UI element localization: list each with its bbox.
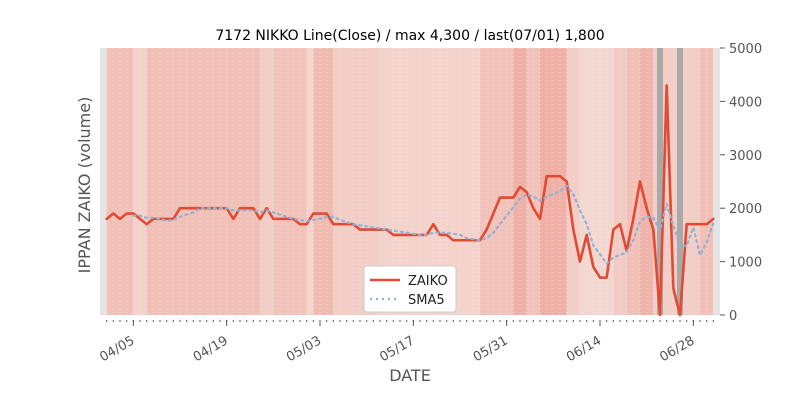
background-band <box>480 48 514 315</box>
background-band <box>133 48 147 315</box>
legend: ZAIKO SMA5 <box>363 265 457 313</box>
x-tick-label: 05/03 <box>284 333 324 365</box>
marked-date-bar <box>677 48 683 315</box>
background-band <box>273 48 307 315</box>
background-band <box>146 48 260 315</box>
marked-date-bar <box>657 48 663 315</box>
background-band <box>100 48 107 315</box>
x-axis: 04/05 04/19 05/03 05/17 05/31 06/14 06/28 <box>97 320 714 365</box>
x-axis-label: DATE <box>389 366 431 385</box>
background-band <box>540 48 567 315</box>
background-band <box>626 48 640 315</box>
x-tick-label: 05/17 <box>377 333 417 365</box>
background-bands <box>100 48 720 315</box>
x-tick-label: 05/31 <box>471 333 511 365</box>
y-tick-label: 3000 <box>729 149 762 164</box>
y-axis-label: IPPAN ZAIKO (volume) <box>75 97 94 274</box>
background-band <box>106 48 134 315</box>
marked-date-lines <box>657 48 683 315</box>
x-tick-label: 04/19 <box>191 333 231 365</box>
y-tick-label: 0 <box>729 309 737 324</box>
y-tick-label: 4000 <box>729 95 762 110</box>
legend-label-zaiko: ZAIKO <box>408 274 448 289</box>
y-tick-label: 2000 <box>729 202 762 217</box>
background-band <box>713 48 720 315</box>
x-tick-label: 06/14 <box>564 333 604 365</box>
background-band <box>640 48 654 315</box>
y-axis: 0 1000 2000 3000 4000 5000 <box>720 42 762 324</box>
background-band <box>613 48 627 315</box>
x-tick-label: 06/28 <box>657 333 697 365</box>
x-tick-label: 04/05 <box>97 333 137 365</box>
background-band <box>260 48 274 315</box>
background-band <box>526 48 540 315</box>
chart-title: 7172 NIKKO Line(Close) / max 4,300 / las… <box>215 28 604 44</box>
legend-box <box>363 265 457 313</box>
background-band <box>513 48 527 315</box>
background-band <box>313 48 334 315</box>
series-line-sma5 <box>132 184 715 265</box>
legend-label-sma5: SMA5 <box>408 293 445 308</box>
background-band <box>306 48 314 315</box>
y-tick-label: 5000 <box>729 42 762 57</box>
series-lines <box>105 84 715 317</box>
y-tick-label: 1000 <box>729 256 762 271</box>
